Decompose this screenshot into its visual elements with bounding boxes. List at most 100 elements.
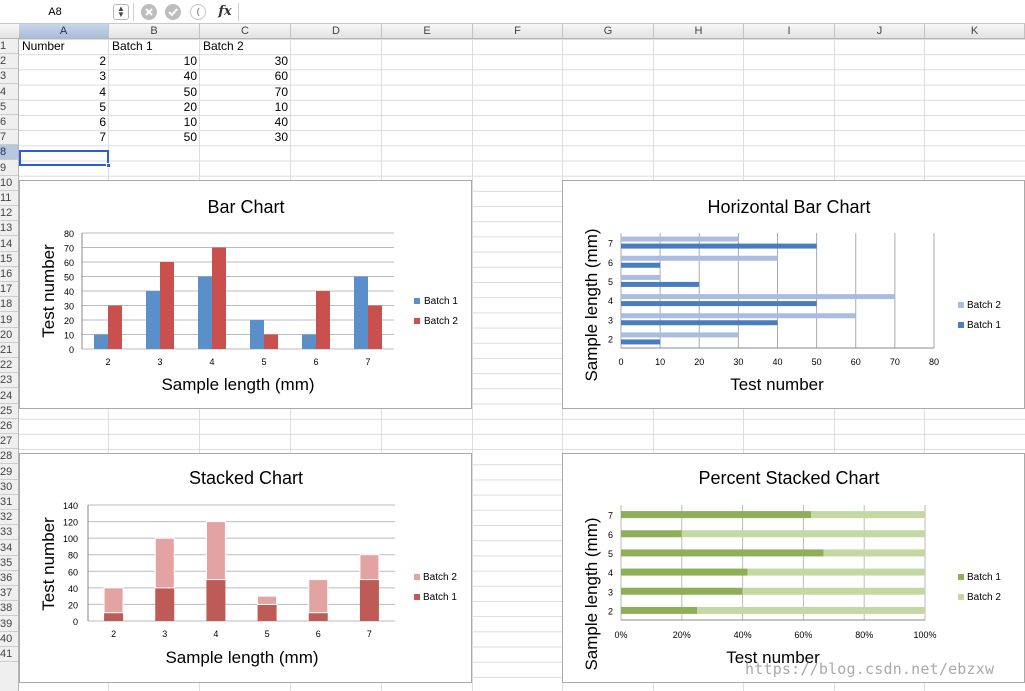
x-axis-label: Test number [726,648,820,667]
table-cell[interactable]: 20 [183,99,197,114]
cancel-x-icon[interactable] [141,4,157,20]
row-header-29[interactable]: 29 [0,465,18,480]
fill-handle[interactable] [106,163,111,168]
row-header-33[interactable]: 33 [0,525,18,541]
table-cell[interactable]: 3 [99,69,106,84]
row-header-30[interactable]: 30 [0,480,18,495]
column-header-g[interactable]: G [563,24,654,38]
row-header-17[interactable]: 17 [0,282,18,298]
checkmark-icon[interactable] [165,4,181,20]
legend-label: Batch 2 [424,316,458,327]
row-header-26[interactable]: 26 [0,419,18,434]
row-header-9[interactable]: 9 [0,161,18,176]
row-header-22[interactable]: 22 [0,358,18,374]
row-header-6[interactable]: 6 [0,115,18,130]
x-tick-label: 70 [890,357,900,367]
row-header-15[interactable]: 15 [0,252,18,267]
row-header-3[interactable]: 3 [0,69,18,85]
table-cell[interactable]: 10 [183,115,197,129]
row-header-2[interactable]: 2 [0,54,18,70]
table-cell[interactable]: 6 [99,115,106,129]
up-down-stepper-icon[interactable]: ▲ ▼ [113,4,129,20]
watermark: https://blog.csdn.net/ebzxw [745,660,995,678]
x-tick-label: 4 [209,357,214,367]
row-header-12[interactable]: 12 [0,206,18,222]
table-cell[interactable]: Batch 1 [112,39,153,53]
column-header-c[interactable]: C [200,24,291,38]
column-header-h[interactable]: H [654,24,744,38]
row-header-8[interactable]: 8 [0,145,18,161]
row-header-5[interactable]: 5 [0,100,18,115]
row-header-41[interactable]: 41 [0,647,18,662]
table-cell[interactable]: 7 [99,130,106,145]
x-tick-label: 100% [913,630,936,640]
y-tick-label: 100 [63,534,78,544]
table-cell[interactable]: Batch 2 [203,39,244,53]
row-header-20[interactable]: 20 [0,328,18,343]
row-header-14[interactable]: 14 [0,237,18,252]
table-cell[interactable]: Number [22,39,65,53]
row-header-25[interactable]: 25 [0,404,18,419]
column-header-j[interactable]: J [835,24,925,38]
y-tick-label: 70 [64,244,74,254]
table-cell[interactable]: 10 [274,99,288,114]
legend-swatch [414,318,420,324]
table-cell[interactable]: 2 [99,54,106,69]
table-cell[interactable]: 60 [274,69,288,84]
hbar-batch-1 [621,301,817,307]
column-header-b[interactable]: B [109,24,200,38]
table-cell[interactable]: 30 [274,54,288,69]
column-header-e[interactable]: E [382,24,473,38]
row-header-37[interactable]: 37 [0,586,18,602]
row-header-28[interactable]: 28 [0,449,18,465]
row-header-13[interactable]: 13 [0,221,18,237]
row-header-34[interactable]: 34 [0,541,18,556]
bar-chart[interactable]: Bar Chart 0 10 20 30 40 50 60 70 80 2 3 4 5 6 7 Sample l… [19,180,472,409]
column-header-k[interactable]: K [925,24,1025,38]
function-fx-icon[interactable]: fx [218,4,232,19]
column-header-a[interactable]: A [19,24,109,38]
table-cell[interactable]: 10 [183,54,197,69]
open-paren-icon[interactable] [190,4,206,20]
row-header-16[interactable]: 16 [0,267,18,282]
row-header-31[interactable]: 31 [0,495,18,510]
column-header-f[interactable]: F [473,24,563,38]
table-cell[interactable]: 4 [99,84,106,99]
column-header-d[interactable]: D [291,24,382,38]
name-box[interactable]: A8 [48,6,62,18]
horizontal-bar-chart[interactable]: Horizontal Bar Chart 0 10 20 30 40 50 60 70 80 2 3 4… [562,180,1025,409]
row-header-36[interactable]: 36 [0,571,18,586]
row-header-1[interactable]: 1 [0,39,18,54]
row-header-10[interactable]: 10 [0,176,18,191]
y-tick-label: 40 [68,584,78,594]
row-header-40[interactable]: 40 [0,632,18,647]
column-header-i[interactable]: I [744,24,835,38]
table-cell[interactable]: 40 [274,115,288,129]
row-header-4[interactable]: 4 [0,85,18,100]
table-cell[interactable]: 5 [99,99,106,114]
table-cell[interactable]: 30 [274,130,288,145]
row-header-39[interactable]: 39 [0,617,18,632]
table-cell[interactable]: 50 [183,84,197,99]
table-cell[interactable]: 40 [183,69,197,84]
table-cell[interactable]: 70 [274,84,288,99]
row-header-21[interactable]: 21 [0,343,18,358]
x-axis-label: Sample length (mm) [161,375,314,394]
stacked-chart[interactable]: Stacked Chart 0 20 40 60 80 100 120 140 2 3 4 5 6 7 Sam… [19,453,472,683]
percent-stacked-chart[interactable]: Percent Stacked Chart 0% 20% 40% 60% 80% 100% 2… [562,453,1025,683]
row-header-24[interactable]: 24 [0,389,18,404]
row-header-11[interactable]: 11 [0,191,18,206]
row-header-27[interactable]: 27 [0,434,18,450]
table-cell[interactable]: 50 [183,130,197,145]
y-tick-label: 5 [608,549,613,559]
row-header-35[interactable]: 35 [0,556,18,571]
selected-cell[interactable] [19,150,109,166]
stack-batch-1 [155,587,175,621]
row-header-7[interactable]: 7 [0,130,18,146]
formula-input[interactable] [240,3,1020,21]
row-header-19[interactable]: 19 [0,313,18,328]
row-header-18[interactable]: 18 [0,297,18,313]
row-header-23[interactable]: 23 [0,373,18,389]
row-header-32[interactable]: 32 [0,510,18,526]
row-header-38[interactable]: 38 [0,601,18,617]
